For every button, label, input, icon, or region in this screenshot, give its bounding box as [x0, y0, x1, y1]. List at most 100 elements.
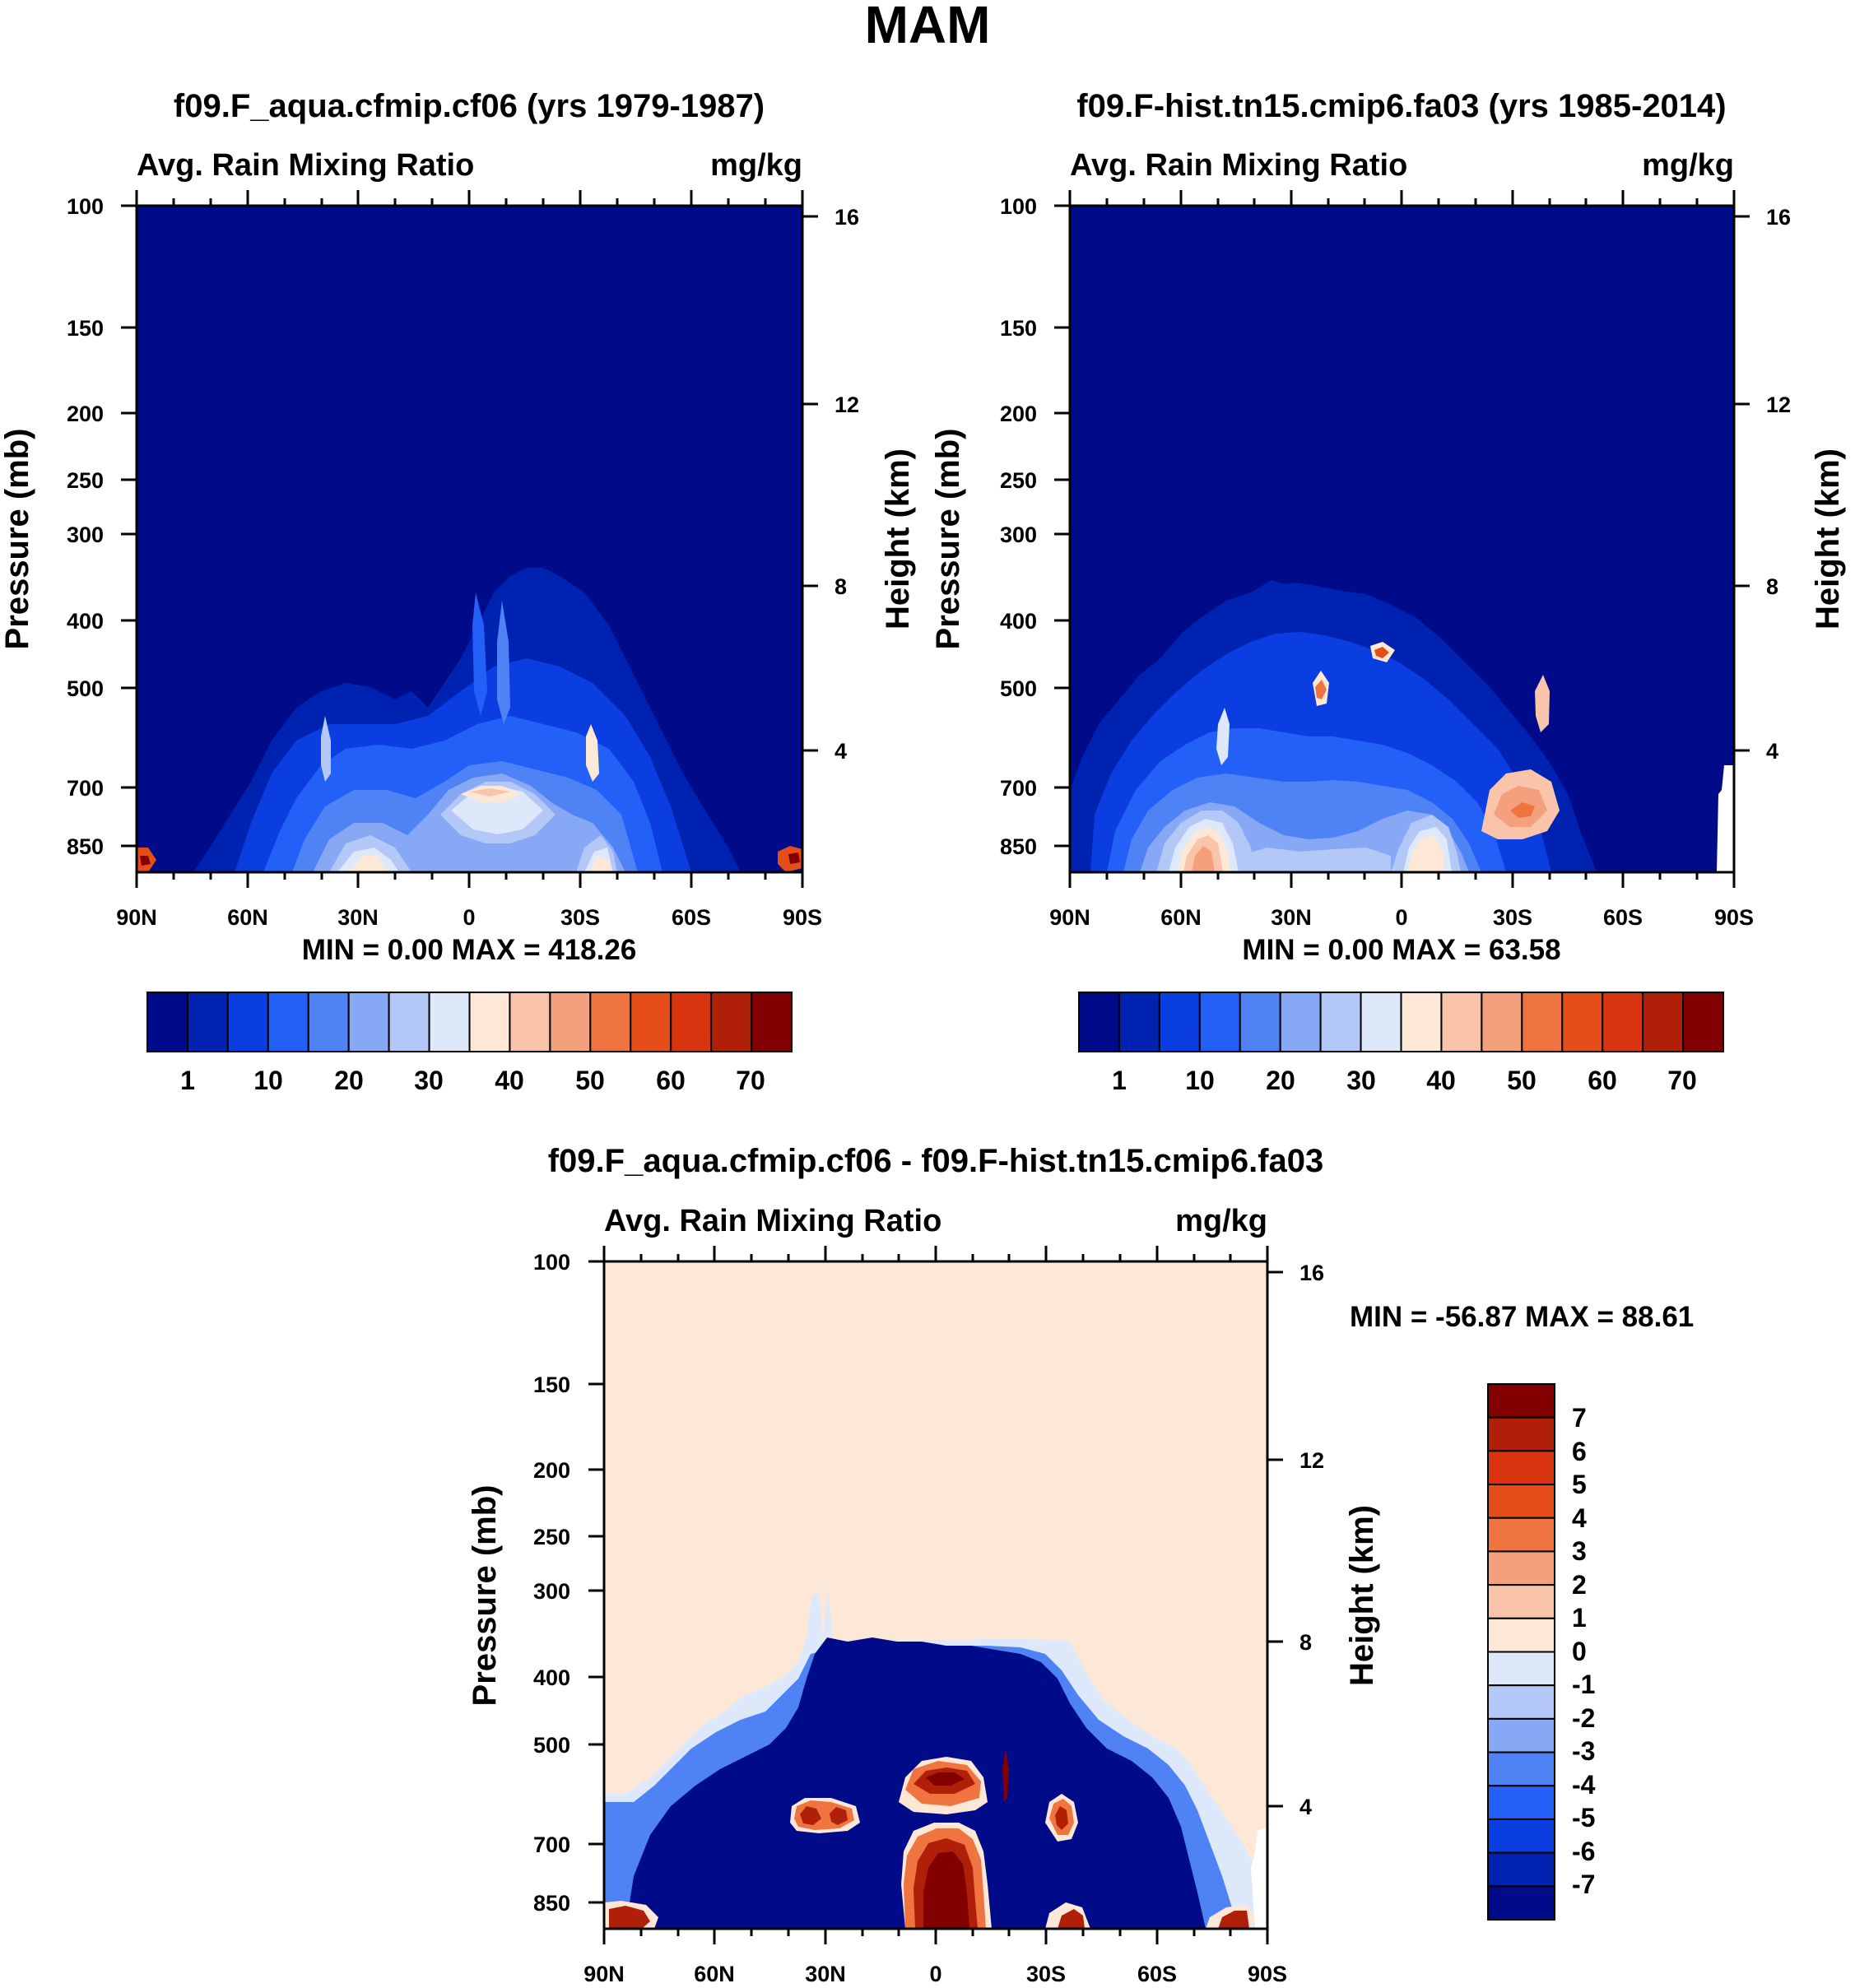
colorbar-swatch	[1487, 1851, 1555, 1888]
y-tick-label: 400	[1000, 609, 1037, 634]
colorbar-label: 70	[736, 1066, 765, 1095]
x-tick-label: 60N	[694, 1962, 735, 1986]
min-max-label: MIN = 0.00 MAX = 418.26	[302, 934, 637, 966]
contour-spike-4	[1374, 647, 1389, 658]
y-tick-label: 700	[533, 1832, 570, 1857]
y-tick-label: 100	[533, 1250, 570, 1275]
min-max-label: MIN = 0.00 MAX = 63.58	[1242, 934, 1560, 966]
x-tick-label: 0	[929, 1962, 941, 1986]
x-tick-label: 90N	[116, 905, 157, 930]
x-tick-label: 30S	[1026, 1962, 1066, 1986]
colorbar-swatch	[1487, 1684, 1555, 1720]
colorbar-swatch	[1521, 992, 1564, 1052]
y-tick-label: 500	[1000, 676, 1037, 701]
colorbar-label: 70	[1667, 1066, 1697, 1095]
colorbar-label: 20	[1266, 1066, 1295, 1095]
x-tick-label: 30S	[560, 905, 600, 930]
contour-band-8	[350, 786, 611, 872]
colorbar-swatch	[751, 992, 793, 1052]
y-tick-label: 150	[1000, 316, 1037, 341]
colorbar-swatch	[1360, 992, 1402, 1052]
colorbar-label: 7	[1572, 1403, 1587, 1433]
x-tick-label: 90S	[1714, 905, 1754, 930]
colorbar-swatch	[1487, 1818, 1555, 1854]
contour-band-9	[469, 788, 510, 797]
contour-band-10	[1192, 786, 1547, 872]
colorbar-swatch	[1682, 992, 1724, 1052]
colorbar-swatch	[1440, 992, 1483, 1052]
colorbar-swatch	[428, 992, 471, 1052]
panel-test: f09.F-hist.tn15.cmip6.fa03 (yrs 1985-201…	[930, 88, 1846, 1095]
min-max-label: MIN = -56.87 MAX = 88.61	[1350, 1301, 1694, 1333]
height-axis-label: Height (km)	[1810, 448, 1846, 629]
colorbar-swatch	[1487, 1450, 1555, 1486]
colorbar-swatch	[146, 992, 188, 1052]
y-tick-label: 200	[67, 402, 104, 426]
y-tick-label: 400	[533, 1665, 570, 1690]
contour-spike-2	[1315, 680, 1327, 699]
colorbar-swatch	[1487, 1484, 1555, 1519]
x-tick-label: 30N	[337, 905, 379, 930]
x-tick-label: 90N	[583, 1962, 625, 1986]
height-tick-labels: 16 12 8 4	[835, 205, 859, 764]
colorbar-label: 1	[180, 1066, 195, 1095]
contour-spike-3	[586, 724, 599, 782]
y-axis-label: Pressure (mb)	[467, 1485, 503, 1707]
colorbar-swatch	[186, 992, 229, 1052]
height-tick-label: 16	[835, 205, 859, 230]
colorbar-labels: 1 10 20 30 40 50 60 70	[1112, 1066, 1697, 1095]
colorbar-label: 10	[253, 1066, 283, 1095]
colorbar-swatch	[307, 992, 350, 1052]
panel-title: f09.F_aqua.cfmip.cf06 (yrs 1979-1987)	[174, 88, 765, 124]
x-tick-label: 30N	[1271, 905, 1312, 930]
colorbar	[1487, 1383, 1555, 1921]
contour-field	[604, 1261, 1267, 1929]
y-tick-labels: 100 150 200 250 300 400 500 700 850	[67, 194, 104, 859]
y-axis-label: Pressure (mb)	[0, 429, 35, 650]
colorbar-swatch	[1198, 992, 1241, 1052]
colorbar-labels: 7 6 5 4 3 2 1 0 -1 -2 -3 -4 -5 -6 -7	[1572, 1403, 1596, 1899]
colorbar-swatch	[1118, 992, 1160, 1052]
height-tick-label: 12	[1766, 392, 1791, 417]
x-tick-label: 60S	[672, 905, 711, 930]
colorbar-swatch	[1642, 992, 1685, 1052]
contour-band-pos8	[923, 1749, 1009, 1929]
y-tick-label: 850	[533, 1891, 570, 1916]
colorbar-swatch	[1602, 992, 1644, 1052]
contour-spike-neg	[823, 1588, 833, 1637]
panel-difference: f09.F_aqua.cfmip.cf06 - f09.F-hist.tn15.…	[467, 1143, 1694, 1986]
y-tick-label: 300	[67, 523, 104, 547]
y-tick-label: 500	[533, 1733, 570, 1758]
colorbar-swatch	[1487, 1785, 1555, 1820]
colorbar-swatch	[1487, 1651, 1555, 1687]
colorbar-swatch	[630, 992, 672, 1052]
colorbar-label: 50	[575, 1066, 605, 1095]
colorbar-label: 5	[1572, 1470, 1587, 1499]
x-tick-label: 90S	[1248, 1962, 1287, 1986]
colorbar-swatch	[1561, 992, 1604, 1052]
contour-band-7	[337, 786, 613, 872]
y-tick-label: 200	[533, 1458, 570, 1483]
y-tick-labels: 100 150 200 250 300 400 500 700 850	[533, 1250, 570, 1916]
panel-title: f09.F_aqua.cfmip.cf06 - f09.F-hist.tn15.…	[548, 1143, 1324, 1179]
colorbar-label: -5	[1572, 1803, 1595, 1832]
x-tick-labels: 90N 60N 30N 0 30S 60S 90S	[1049, 905, 1754, 930]
colorbar-labels: 1 10 20 30 40 50 60 70	[180, 1066, 765, 1095]
colorbar-swatch	[347, 992, 390, 1052]
colorbar-label: 30	[1346, 1066, 1376, 1095]
colorbar-label: -2	[1572, 1703, 1595, 1733]
y-tick-labels: 100 150 200 250 300 400 500 700 850	[1000, 194, 1037, 859]
variable-label: Avg. Rain Mixing Ratio	[604, 1204, 941, 1238]
height-tick-label: 8	[1766, 574, 1778, 599]
height-tick-label: 12	[835, 392, 859, 417]
colorbar-swatch	[1279, 992, 1322, 1052]
plot-frame	[1068, 204, 1736, 874]
colorbar-label: 4	[1572, 1503, 1587, 1533]
colorbar-label: 0	[1572, 1637, 1587, 1666]
colorbar-label: -3	[1572, 1736, 1595, 1766]
colorbar-swatch	[1487, 1617, 1555, 1653]
height-tick-labels: 16 12 8 4	[1766, 205, 1791, 764]
colorbar-label: 60	[1588, 1066, 1617, 1095]
colorbar-swatch	[1481, 992, 1523, 1052]
y-tick-label: 850	[67, 834, 104, 859]
